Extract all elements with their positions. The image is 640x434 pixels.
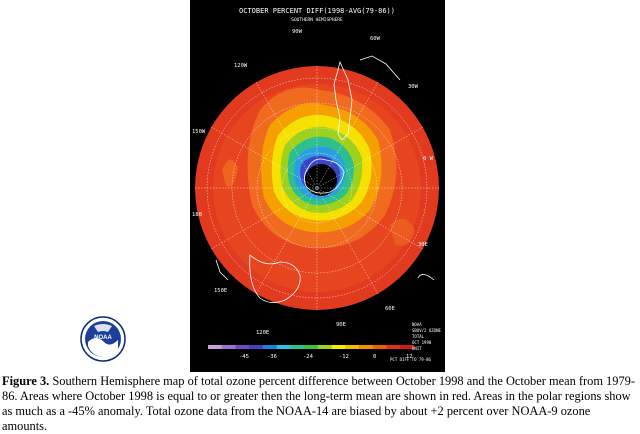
colorbar-swatch [208,345,222,349]
colorbar [208,345,415,349]
colorbar-swatch [290,345,305,349]
lon-label-180: 180 [192,212,202,218]
colorbar-swatch [262,345,277,349]
colorbar-swatch [400,345,415,349]
continent-outlines [215,55,435,303]
colorbar-swatch [331,345,346,349]
lon-label-60w: 60W [370,36,381,42]
colorbar-swatch [372,345,387,349]
colorbar-tick-5: 0 [373,354,376,360]
info-line-1: NOAA [412,322,422,327]
colorbar-swatch [345,345,360,349]
lon-label-30e: 30E [418,242,428,248]
lon-label-90e: 90E [336,322,346,328]
info-line-6: PCT DIFF TO 79-86 [390,357,432,362]
lon-label-150e: 150E [214,288,227,294]
info-line-3: TOTAL [412,334,425,339]
noaa-logo-text: NOAA [94,335,112,341]
colorbar-swatch [249,345,264,349]
info-line-5: UNIT [412,346,422,351]
colorbar-swatch [317,345,332,349]
ozone-map-panel: OCTOBER PERCENT DIFF(1998-AVG(79-86)) SO… [190,0,445,372]
lon-label-120w: 120W [234,63,248,69]
figure-caption: Figure 3. Southern Hemisphere map of tot… [2,374,638,434]
noaa-logo: NOAA [80,316,126,362]
colorbar-swatch [359,345,373,349]
lon-label-60e: 60E [385,306,395,312]
lon-label-120e: 120E [256,330,269,336]
caption-text: Southern Hemisphere map of total ozone p… [2,374,635,433]
info-line-2: SBUV/2 OZONE [412,328,441,333]
colorbar-tick-1: -45 [239,354,249,360]
lon-label-30w: 30W [408,84,419,90]
caption-label: Figure 3. [2,374,50,388]
colorbar-tick-2: -36 [267,354,277,360]
colorbar-tick-3: -24 [303,354,314,360]
map-subtitle: SOUTHERN HEMISPHERE [291,17,343,23]
lon-label-150w: 150W [192,129,206,135]
ozone-map: OCTOBER PERCENT DIFF(1998-AVG(79-86)) SO… [192,7,441,362]
colorbar-swatch [221,345,236,349]
map-title: OCTOBER PERCENT DIFF(1998-AVG(79-86)) [239,7,395,15]
lon-label-90w: 90W [292,29,303,35]
colorbar-swatch [235,345,250,349]
lon-label-0w: 0 W [423,156,434,162]
colorbar-swatch [304,345,319,349]
colorbar-tick-6: 12 [406,354,413,360]
colorbar-swatch [276,345,291,349]
colorbar-swatch [386,345,401,349]
colorbar-tick-4: -12 [339,354,349,360]
info-line-4: OCT 1998 [412,340,432,345]
